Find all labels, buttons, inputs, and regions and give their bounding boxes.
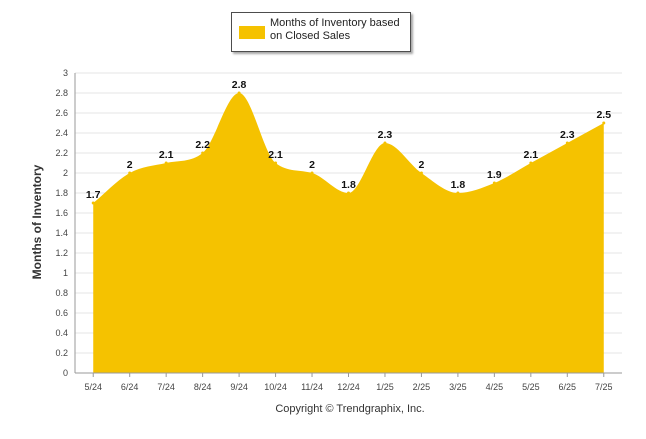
- x-tick-label: 6/24: [121, 382, 139, 392]
- y-tick-label: 0.8: [55, 288, 68, 298]
- data-point: [201, 151, 205, 155]
- data-label: 2.1: [524, 149, 539, 161]
- data-label: 1.8: [451, 179, 466, 191]
- y-tick-label: 3: [63, 68, 68, 78]
- x-tick-label: 5/24: [84, 382, 102, 392]
- y-tick-label: 2: [63, 168, 68, 178]
- data-point: [492, 181, 496, 185]
- x-tick-label: 8/24: [194, 382, 212, 392]
- x-tick-label: 7/24: [157, 382, 175, 392]
- y-tick-label: 2.2: [55, 148, 68, 158]
- data-label: 2.5: [596, 109, 611, 121]
- y-tick-label: 1.8: [55, 188, 68, 198]
- data-label: 1.8: [341, 179, 356, 191]
- data-point: [347, 191, 350, 195]
- data-label: 2.1: [159, 149, 174, 161]
- data-label: 2: [419, 159, 425, 171]
- data-label: 2: [127, 159, 133, 171]
- x-tick-label: 7/25: [595, 382, 613, 392]
- series-area: [93, 93, 604, 373]
- x-tick-label: 12/24: [337, 382, 360, 392]
- y-tick-label: 0: [63, 368, 68, 378]
- y-tick-label: 1.2: [55, 248, 68, 258]
- data-point: [310, 171, 314, 175]
- x-tick-label: 10/24: [264, 382, 287, 392]
- y-tick-label: 0.6: [55, 308, 68, 318]
- data-label: 2: [309, 159, 315, 171]
- data-label: 2.3: [560, 129, 575, 141]
- y-axis-title: Months of Inventory: [30, 164, 44, 279]
- y-tick-label: 0.4: [55, 328, 68, 338]
- data-point: [91, 201, 95, 205]
- x-tick-label: 6/25: [559, 382, 577, 392]
- data-label: 2.8: [232, 79, 247, 91]
- copyright-caption: Copyright © Trendgraphix, Inc.: [275, 403, 424, 415]
- area-layer: [91, 91, 606, 373]
- data-point: [237, 91, 241, 95]
- data-label: 1.9: [487, 169, 502, 181]
- x-tick-label: 1/25: [376, 382, 394, 392]
- data-point: [128, 171, 132, 175]
- data-label: 2.1: [268, 149, 283, 161]
- data-point: [274, 161, 278, 165]
- data-point: [565, 141, 569, 145]
- y-tick-label: 2.4: [55, 128, 68, 138]
- axis-layer: 0 0.2 0.4 0.6 0.8 1 1.2 1.4 1.6 1.8 2 2.2 2.4 2.6 2.8 3…: [55, 68, 622, 392]
- y-tick-label: 1.4: [55, 228, 68, 238]
- y-tick-label: 1.6: [55, 208, 68, 218]
- x-tick-label: 11/24: [301, 382, 323, 392]
- y-tick-label: 1: [63, 268, 68, 278]
- data-point: [529, 161, 533, 165]
- legend-swatch: [239, 26, 265, 39]
- data-point: [456, 191, 460, 195]
- data-point: [164, 161, 168, 165]
- x-tick-label: 2/25: [413, 382, 431, 392]
- data-label: 2.2: [195, 139, 210, 151]
- data-label: 2.3: [378, 129, 393, 141]
- x-tick-label: 4/25: [486, 382, 504, 392]
- x-tick-label: 9/24: [230, 382, 248, 392]
- legend: Months of Inventory based on Closed Sale…: [231, 12, 411, 52]
- data-label: 1.7: [86, 189, 101, 201]
- legend-label: Months of Inventory based on Closed Sale…: [270, 17, 400, 42]
- y-tick-label: 2.6: [55, 108, 68, 118]
- y-tick-label: 2.8: [55, 88, 68, 98]
- x-tick-label: 3/25: [449, 382, 467, 392]
- data-point: [419, 171, 423, 175]
- y-tick-label: 0.2: [55, 348, 68, 358]
- data-point: [383, 141, 387, 145]
- data-point: [602, 121, 606, 125]
- label-layer: 1.7 2 2.1 2.2 2.8 2.1 2 1.8 2.3 2 1.8 1.9 2.1 2.3 2.5: [86, 79, 611, 201]
- x-tick-label: 5/25: [522, 382, 540, 392]
